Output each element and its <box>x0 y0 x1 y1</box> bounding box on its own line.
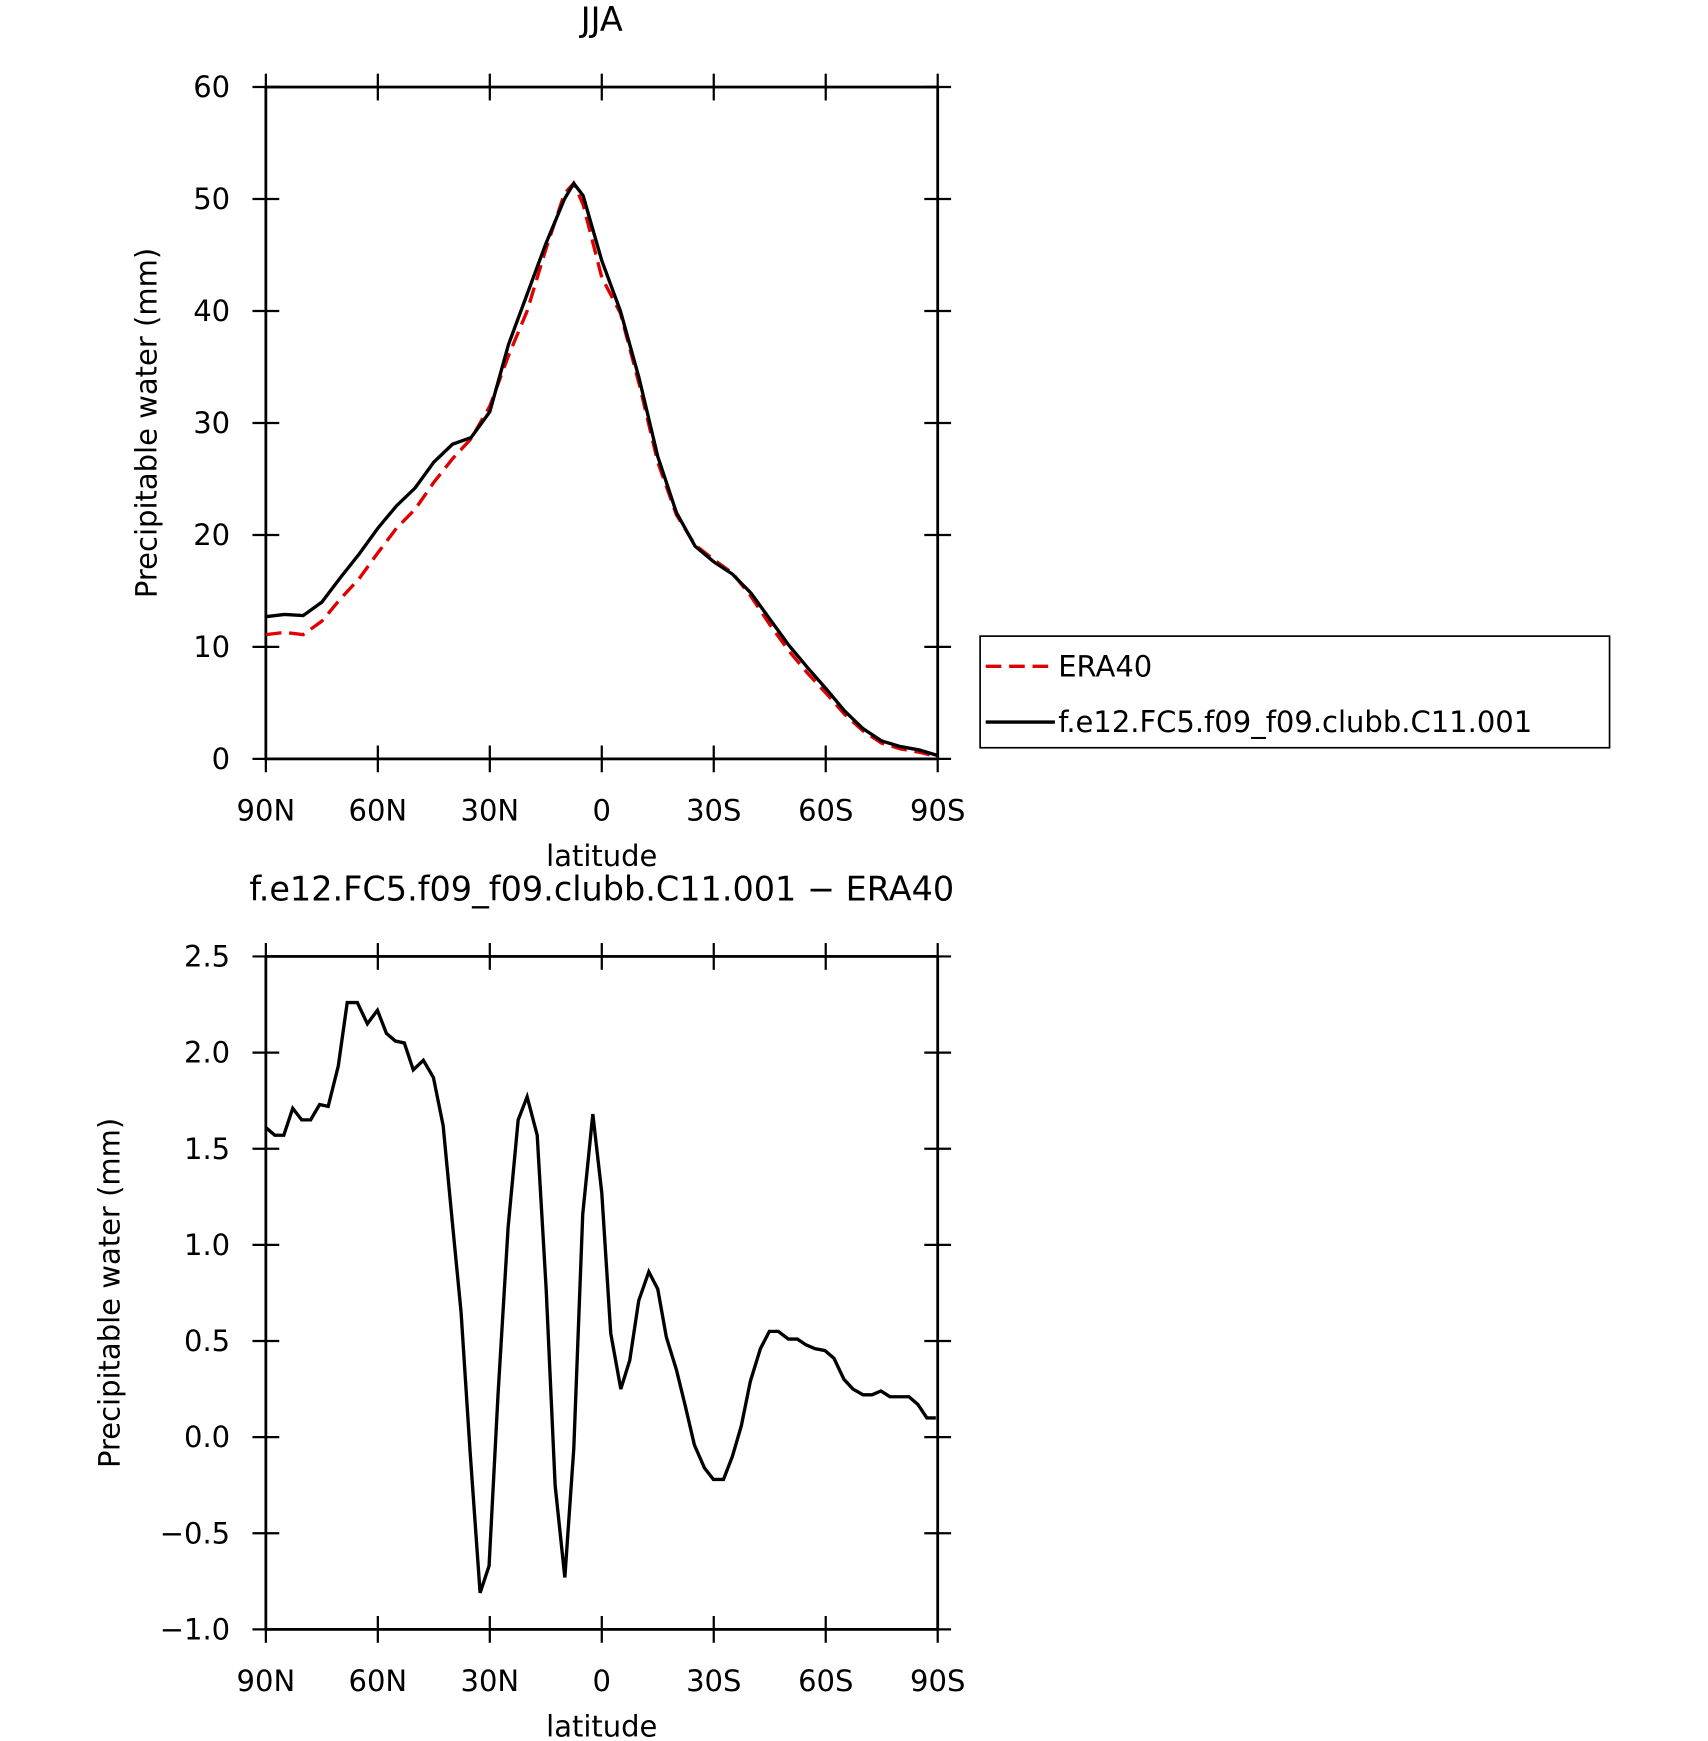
chart-title: f.e12.FC5.f09_f09.clubb.C11.001 − ERA40 <box>249 870 954 909</box>
plot-frame <box>264 955 940 1631</box>
y-tick-label: 10 <box>193 630 230 664</box>
x-axis-label: latitude <box>546 1710 657 1741</box>
x-tick-label: 90S <box>910 793 965 827</box>
x-tick-label: 60N <box>349 793 408 827</box>
plot-frame <box>264 85 940 761</box>
data-line <box>265 180 939 758</box>
y-tick-label: −1.0 <box>160 1612 230 1646</box>
y-tick-label: 1.5 <box>184 1132 230 1166</box>
y-tick-label: 60 <box>193 70 230 104</box>
y-tick-label: 1.0 <box>184 1228 230 1262</box>
x-tick-label: 60S <box>798 1664 853 1698</box>
y-tick-label: −0.5 <box>160 1516 230 1550</box>
legend-label: f.e12.FC5.f09_f09.clubb.C11.001 <box>1058 705 1532 739</box>
legend-box <box>979 635 1611 749</box>
x-tick-label: 30N <box>460 1664 519 1698</box>
data-line <box>265 180 939 759</box>
x-tick-label: 90S <box>910 1664 965 1698</box>
y-tick-label: 50 <box>193 182 230 216</box>
x-tick-label: 60N <box>349 1664 408 1698</box>
y-tick-label: 2.0 <box>184 1036 230 1070</box>
x-tick-label: 30N <box>460 793 519 827</box>
y-tick-label: 30 <box>193 406 230 440</box>
y-tick-label: 0 <box>212 742 230 776</box>
x-tick-label: 90N <box>237 1664 296 1698</box>
y-tick-label: 40 <box>193 294 230 328</box>
data-line <box>264 1000 936 1594</box>
x-axis-label: latitude <box>546 839 657 873</box>
y-tick-label: 0.5 <box>184 1324 230 1358</box>
chart-title: JJA <box>579 0 623 39</box>
x-tick-label: 30S <box>686 793 741 827</box>
y-tick-label: 20 <box>193 518 230 552</box>
x-tick-label: 0 <box>593 1664 611 1698</box>
y-tick-label: 2.5 <box>184 939 230 973</box>
x-tick-label: 30S <box>686 1664 741 1698</box>
legend-label: ERA40 <box>1058 649 1152 683</box>
y-axis-label: Precipitable water (mm) <box>93 1118 127 1468</box>
y-tick-label: 0.0 <box>184 1420 230 1454</box>
x-tick-label: 90N <box>237 793 296 827</box>
y-axis-label: Precipitable water (mm) <box>129 248 163 598</box>
x-tick-label: 60S <box>798 793 853 827</box>
x-tick-label: 0 <box>593 793 611 827</box>
